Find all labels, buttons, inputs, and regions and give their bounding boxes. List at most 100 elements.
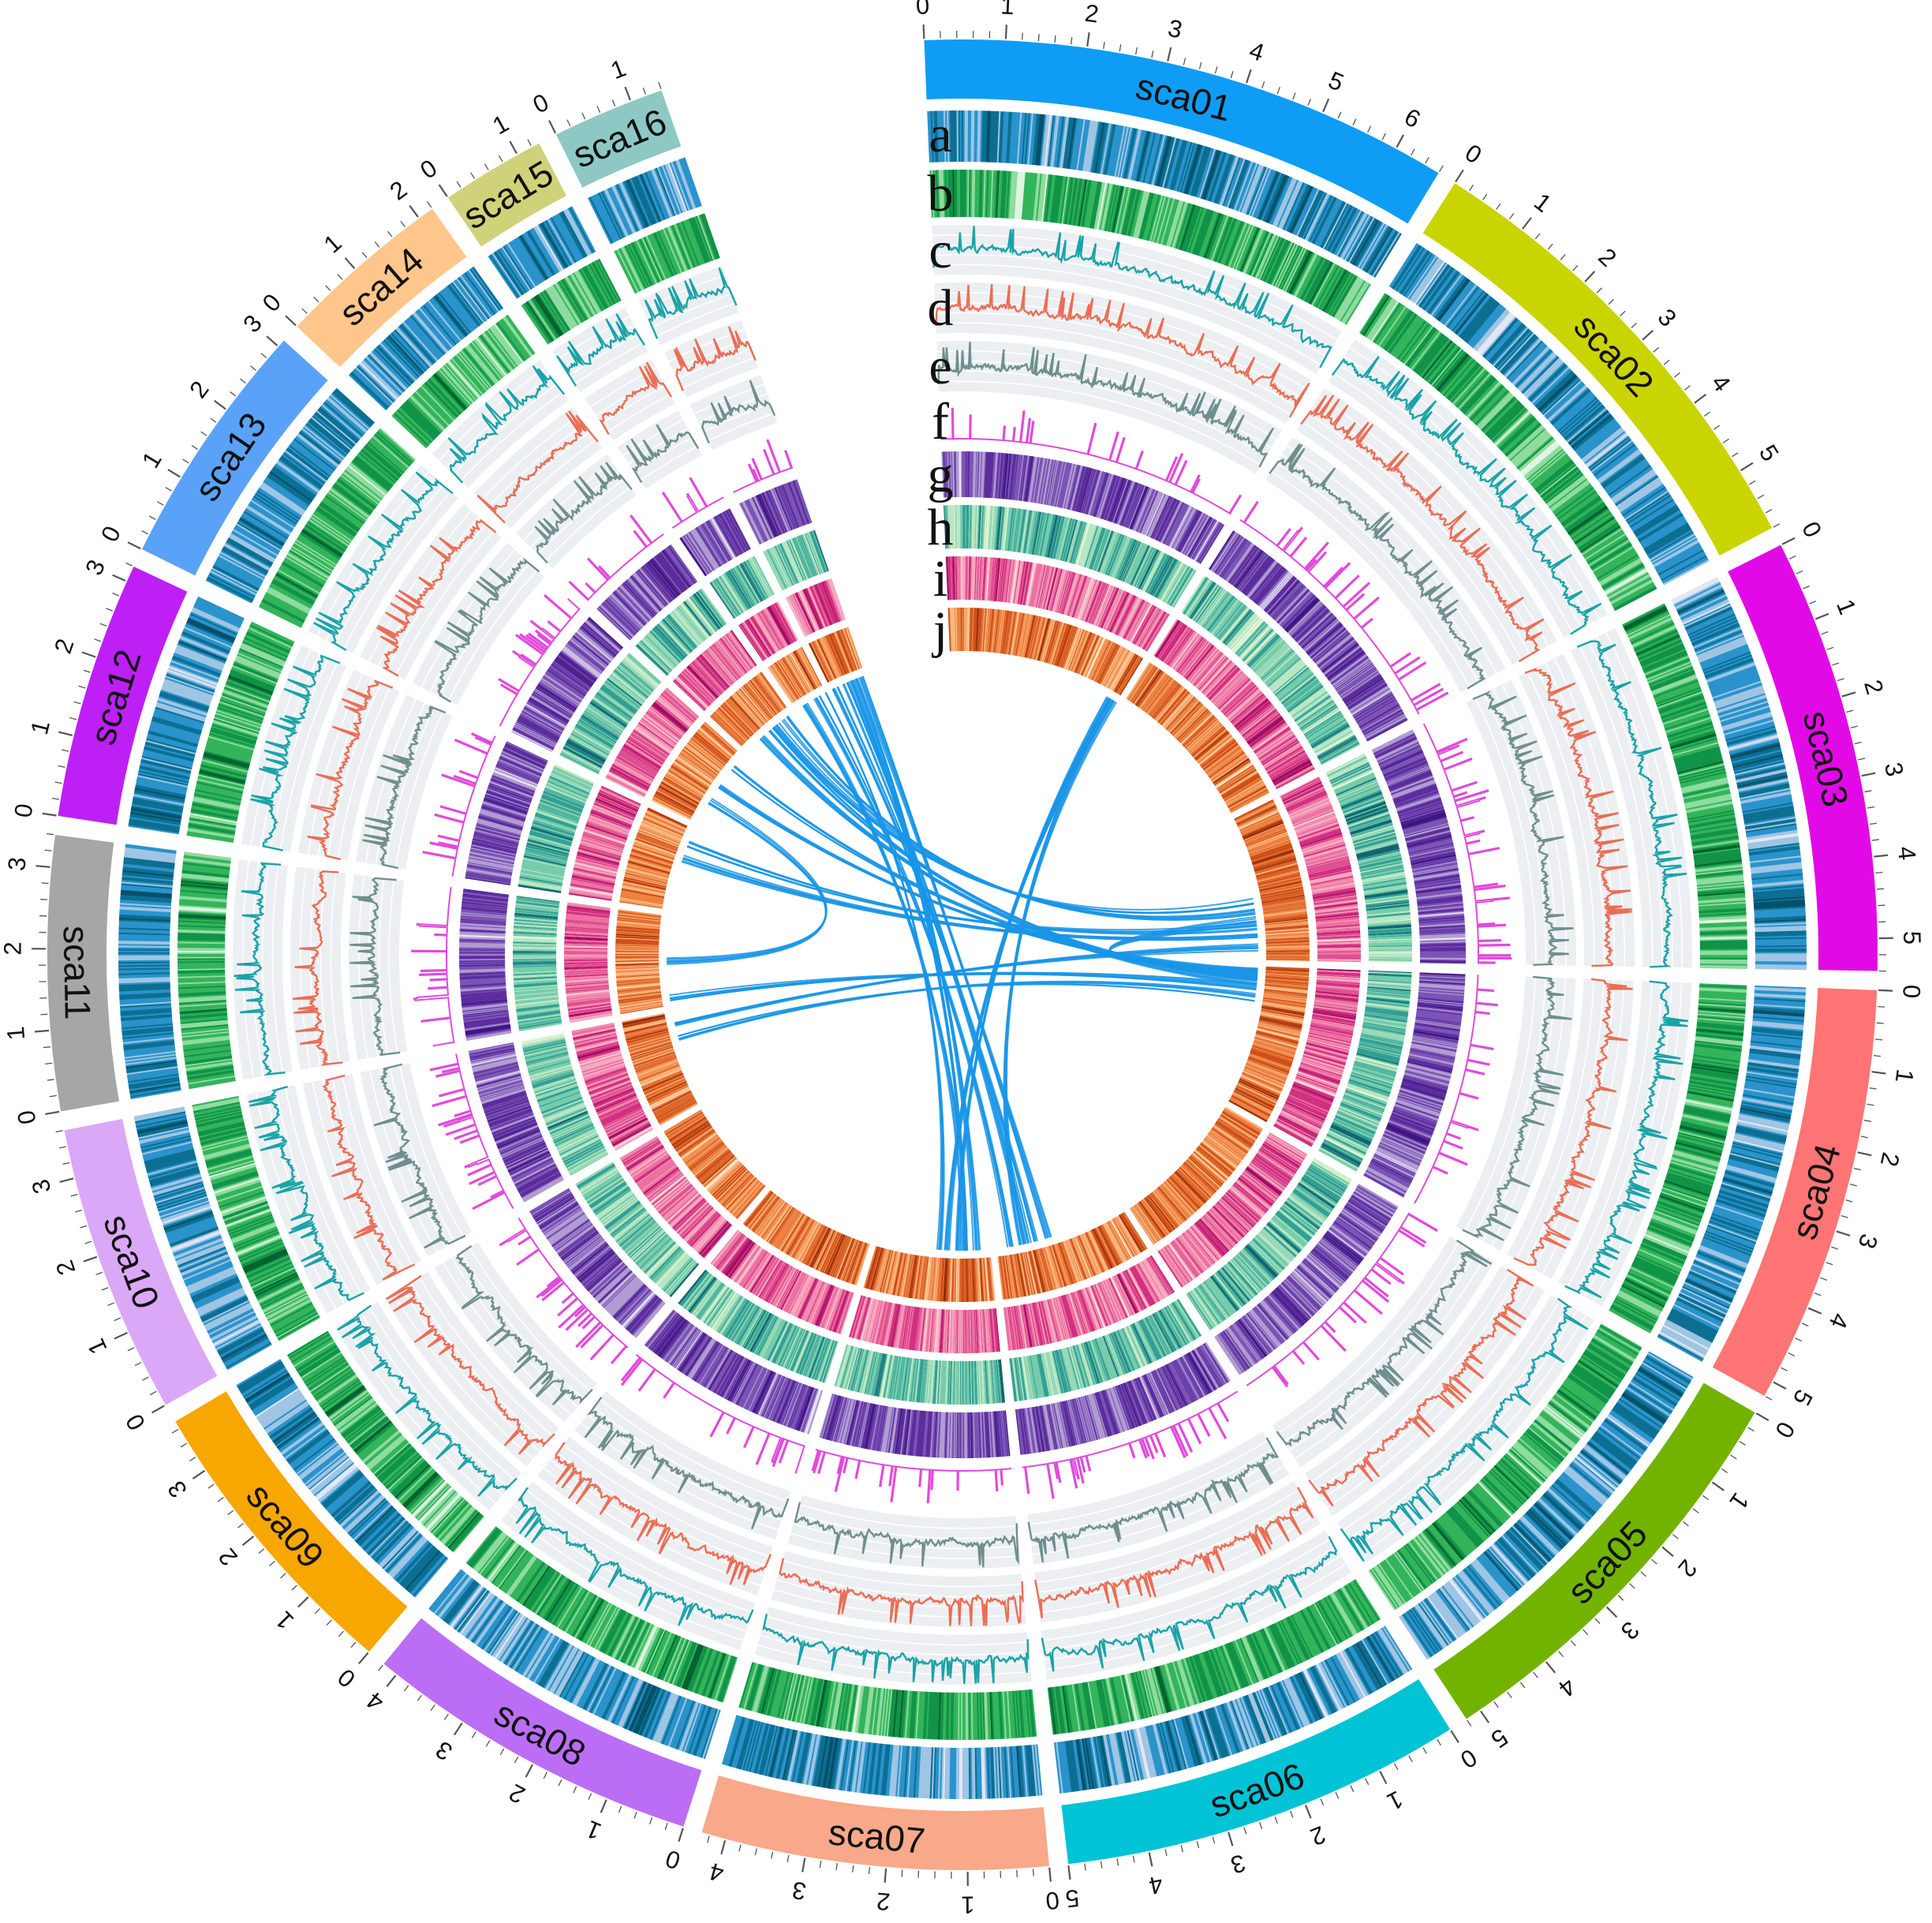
heatmap-cell (1382, 1626, 1411, 1671)
heatmap-cell (1357, 1641, 1385, 1688)
heatmap-cell (1631, 1379, 1676, 1409)
heatmap-cell (1147, 133, 1161, 185)
heatmap-cell (1366, 227, 1394, 273)
heatmap-cell (1750, 859, 1802, 867)
heatmap-cell (1006, 111, 1011, 163)
heatmap-cell (1475, 311, 1511, 352)
heatmap-cell (1044, 114, 1052, 166)
heatmap-cell (1431, 1592, 1464, 1636)
heatmap-cell (1628, 497, 1673, 527)
heatmap-cell (1754, 906, 1806, 911)
heatmap-cell (1489, 1546, 1525, 1586)
heatmap-cell (1093, 122, 1104, 174)
heatmap-cell (1707, 665, 1756, 685)
heatmap-cell (1750, 1042, 1802, 1050)
heatmap-cell (1740, 1103, 1792, 1115)
track-a (118, 110, 1807, 1800)
heatmap-cell (1645, 1356, 1691, 1385)
heatmap-cell (1512, 1525, 1549, 1564)
heatmap-cell (1438, 279, 1471, 322)
heatmap-cell (1748, 1053, 1800, 1061)
heatmap-cell (1518, 1519, 1556, 1558)
heatmap-cell (1538, 1498, 1577, 1536)
heatmap-cell (1193, 147, 1210, 197)
heatmap-cell (1581, 427, 1623, 461)
heatmap-cell (975, 110, 978, 163)
heatmap-cell (1507, 341, 1545, 380)
heatmap-cell (1484, 1550, 1520, 1591)
heatmap-cell (1746, 1074, 1797, 1084)
heatmap-cell (1754, 946, 1807, 949)
heatmap-cell (1725, 724, 1776, 740)
heatmap-cell (1751, 1023, 1803, 1031)
heatmap-cell (940, 110, 944, 163)
heatmap-cell (1747, 840, 1799, 850)
heatmap-cell (1275, 178, 1298, 227)
heatmap-cell (1476, 1557, 1512, 1598)
heatmap-cell (1151, 134, 1166, 185)
heatmap-cell (1744, 1080, 1796, 1091)
heatmap-cell (1243, 165, 1265, 215)
heatmap-cell (1119, 126, 1131, 178)
heatmap-cell (990, 110, 995, 163)
heatmap-cell (1495, 329, 1531, 369)
heatmap-cell (1682, 1285, 1730, 1310)
heatmap-cell (1359, 1640, 1388, 1685)
heatmap-cell (1584, 431, 1626, 465)
heatmap-cell (1657, 1334, 1704, 1361)
heatmap-cell (1561, 1472, 1602, 1508)
heatmap-cell (1622, 1393, 1666, 1424)
heatmap-cell (1749, 854, 1801, 862)
heatmap-cell (1621, 1394, 1665, 1425)
heatmap-cell (1751, 873, 1803, 881)
heatmap-cell (1700, 1243, 1749, 1264)
heatmap-cell (1754, 994, 1806, 1000)
heatmap-cell (1541, 377, 1580, 414)
heatmap-cell (1752, 1022, 1804, 1029)
heatmap-cell (1399, 250, 1429, 294)
heatmap-cell (1629, 499, 1674, 529)
heatmap-cell (1178, 142, 1194, 193)
heatmap-cell (1694, 630, 1743, 652)
heatmap-cell (1327, 1658, 1353, 1704)
heatmap-cell (1115, 126, 1128, 178)
heatmap-cell (1703, 1234, 1753, 1255)
heatmap-cell (1590, 1438, 1632, 1472)
heatmap-cell (1601, 1422, 1645, 1454)
heatmap-cell (1732, 1143, 1783, 1158)
heatmap-cell (1458, 1572, 1493, 1614)
heatmap-cell (1325, 1659, 1351, 1706)
heatmap-cell (938, 110, 942, 163)
heatmap-cell (1296, 189, 1320, 237)
heatmap-cell (1422, 267, 1454, 310)
heatmap-cell (1320, 200, 1345, 248)
heatmap-cell (1466, 302, 1500, 344)
heatmap-cell (1371, 1633, 1400, 1678)
heatmap-cell (1706, 1225, 1756, 1246)
heatmap-cell (1573, 1458, 1615, 1493)
heatmap-cell (1707, 667, 1757, 687)
heatmap-cell (1373, 233, 1402, 278)
heatmap-cell (1011, 111, 1016, 163)
heatmap-cell (1402, 1613, 1433, 1657)
heatmap-cell (1429, 1595, 1461, 1638)
heatmap-cell (1570, 413, 1612, 448)
heatmap-cell (1457, 1573, 1491, 1615)
heatmap-cell (1403, 253, 1433, 297)
heatmap-cell (1746, 829, 1798, 840)
heatmap-cell (1086, 121, 1097, 172)
heatmap-cell (1577, 421, 1619, 456)
heatmap-cell (1407, 1610, 1438, 1654)
heatmap-cell (1157, 136, 1172, 187)
heatmap-cell (1746, 828, 1798, 838)
heatmap-cell (1338, 1652, 1365, 1699)
heatmap-cell (1505, 339, 1542, 379)
heatmap-cell (1683, 603, 1731, 627)
heatmap-cell (1234, 161, 1254, 211)
heatmap-cell (1534, 370, 1574, 408)
heatmap-cell (1746, 825, 1797, 835)
heatmap-cell (1730, 744, 1781, 760)
heatmap-cell (1748, 1057, 1799, 1067)
heatmap-cell (1730, 1150, 1781, 1165)
